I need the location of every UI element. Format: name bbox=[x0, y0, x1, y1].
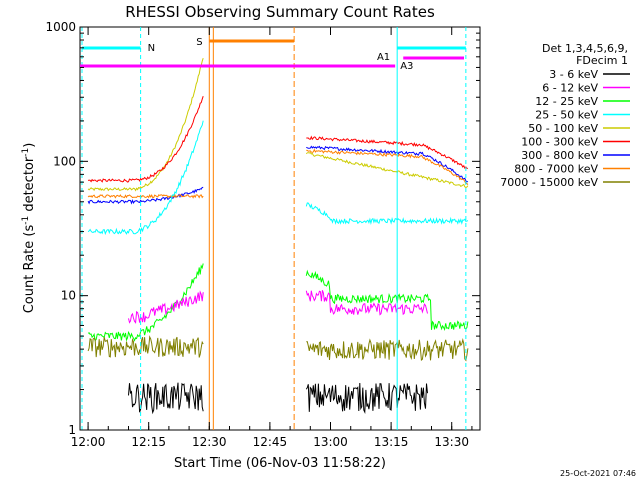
timestamp: 25-Oct-2021 07:46 bbox=[560, 469, 636, 478]
attenuator-label-a1: A1 bbox=[377, 52, 390, 63]
x-tick-label: 13:15 bbox=[374, 435, 409, 449]
legend-entry-label: 25 - 50 keV bbox=[535, 109, 598, 122]
series-line bbox=[128, 382, 428, 415]
legend-entry-label: 6 - 12 keV bbox=[542, 82, 598, 95]
series-line bbox=[87, 145, 469, 205]
attenuator-label-a3: A3 bbox=[400, 61, 413, 72]
x-tick-label: 12:15 bbox=[131, 435, 166, 449]
series-line bbox=[87, 148, 469, 199]
x-axis-label: Start Time (06-Nov-03 11:58:22) bbox=[174, 456, 386, 471]
plot-frame bbox=[79, 26, 481, 431]
legend-entry-label: 50 - 100 keV bbox=[528, 122, 598, 135]
saa-label: S bbox=[196, 37, 202, 48]
y-tick-label: 10 bbox=[61, 289, 76, 303]
legend-entry-label: 800 - 7000 keV bbox=[514, 163, 598, 176]
x-tick-label: 12:45 bbox=[253, 435, 288, 449]
series-line bbox=[87, 335, 469, 362]
x-tick-label: 12:00 bbox=[71, 435, 106, 449]
series-line bbox=[87, 96, 468, 183]
y-tick-label: 1000 bbox=[45, 20, 76, 34]
plot-area: N S A1 A3 1 10 100 1000 12:00 12:15 12:30 12:45 13:0… bbox=[45, 20, 481, 449]
legend-header: Det 1,3,4,5,6,9, bbox=[542, 42, 628, 55]
legend-header: FDecim 1 bbox=[576, 54, 628, 67]
x-tick-label: 13:00 bbox=[313, 435, 348, 449]
series-line bbox=[87, 263, 469, 342]
legend-entry-label: 300 - 800 keV bbox=[521, 149, 598, 162]
legend-entry-label: 3 - 6 keV bbox=[549, 68, 598, 81]
y-tick-label: 1 bbox=[68, 423, 76, 437]
chart-title: RHESSI Observing Summary Count Rates bbox=[125, 3, 435, 21]
x-tick-label: 12:30 bbox=[192, 435, 227, 449]
legend-entry-label: 12 - 25 keV bbox=[535, 95, 598, 108]
x-tick-label: 13:30 bbox=[434, 435, 469, 449]
y-tick-label: 100 bbox=[53, 154, 76, 168]
legend-entry-label: 100 - 300 keV bbox=[521, 136, 598, 149]
legend-entry-label: 7000 - 15000 keV bbox=[500, 176, 598, 189]
y-axis-label: Count Rate (s-1 detector-1) bbox=[21, 143, 37, 314]
series-line bbox=[87, 120, 469, 236]
night-label: N bbox=[148, 43, 155, 54]
series-line bbox=[87, 58, 469, 192]
